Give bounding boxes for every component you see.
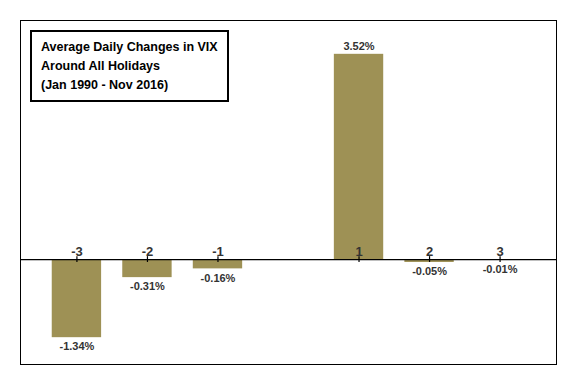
svg-text:-0.31%: -0.31%: [130, 280, 165, 292]
svg-text:3.52%: 3.52%: [343, 40, 374, 52]
svg-text:1: 1: [355, 244, 362, 259]
html-text:(Jan 1990 - Nov 2016): (Jan 1990 - Nov 2016): [41, 77, 169, 92]
svg-text:-1.34%: -1.34%: [59, 340, 94, 352]
svg-text:3: 3: [496, 244, 503, 259]
html-text:Around All Holidays: Around All Holidays: [41, 58, 160, 73]
svg-text:-0.16%: -0.16%: [201, 272, 236, 284]
svg-text:-3: -3: [71, 244, 83, 259]
svg-text:-2: -2: [142, 244, 154, 259]
svg-text:-0.01%: -0.01%: [483, 263, 518, 275]
svg-text:-0.05%: -0.05%: [412, 265, 447, 277]
svg-text:-1: -1: [212, 244, 224, 259]
html-text:Average Daily Changes in VIX: Average Daily Changes in VIX: [41, 40, 218, 54]
svg-text:2: 2: [426, 244, 433, 259]
